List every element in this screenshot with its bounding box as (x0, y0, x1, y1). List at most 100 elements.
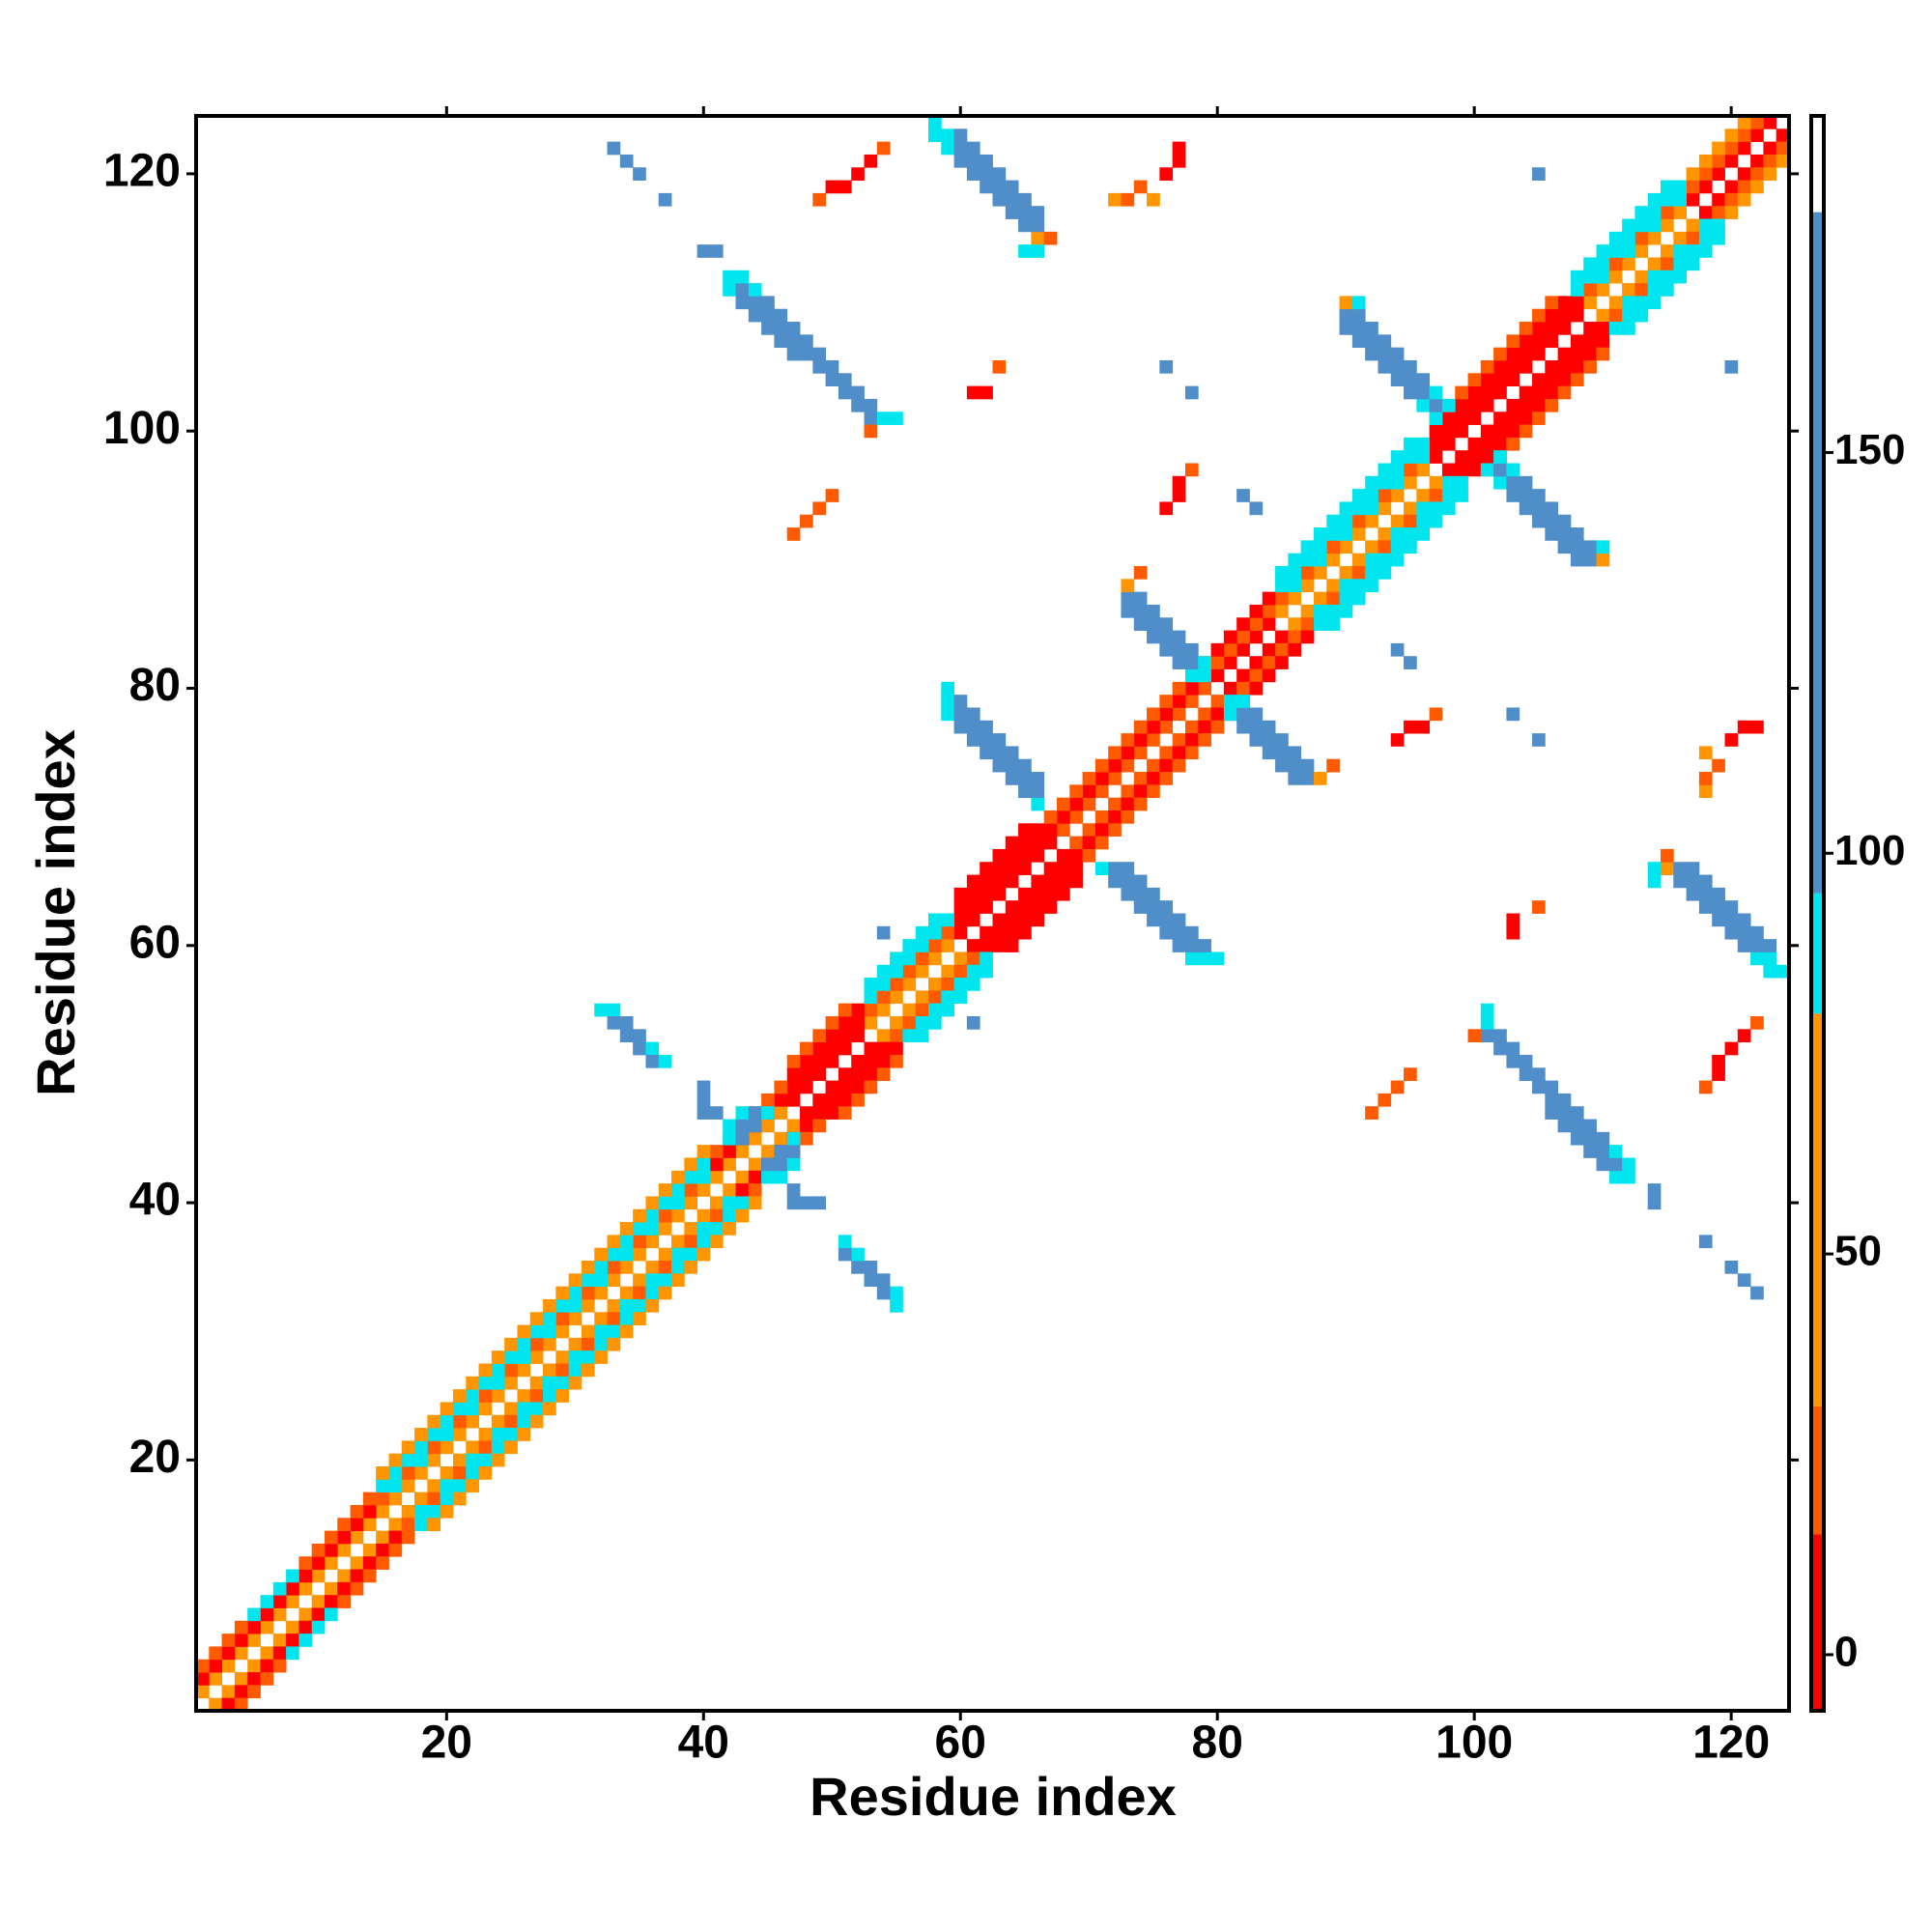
cell (633, 1235, 646, 1249)
cell (786, 1119, 801, 1133)
cell (401, 1466, 415, 1480)
cell (953, 952, 968, 966)
cell (594, 1003, 608, 1017)
cell (1147, 192, 1160, 207)
cell (1236, 720, 1250, 734)
cell (980, 939, 993, 952)
cell (1326, 617, 1340, 631)
cell (1750, 939, 1764, 952)
cell (1724, 359, 1739, 374)
cell (1069, 784, 1083, 799)
cell (1262, 591, 1276, 606)
axes: 20 40 60 80 100 120 20 40 60 80 100 120 (103, 106, 1799, 1769)
cell (478, 1376, 493, 1390)
x-tick-label: 20 (421, 1718, 472, 1769)
cell (607, 1003, 621, 1017)
cell (1313, 540, 1327, 554)
cell (1583, 540, 1597, 554)
cell (980, 167, 993, 181)
cell (1506, 424, 1520, 439)
cell (1480, 373, 1494, 387)
cell (786, 1093, 801, 1107)
cell (1108, 772, 1122, 785)
cell (1300, 540, 1315, 554)
cell (1506, 707, 1520, 722)
cell (928, 1003, 942, 1017)
cell (1570, 296, 1584, 310)
cell (452, 1428, 467, 1441)
cell (1133, 617, 1148, 631)
cell (362, 1543, 377, 1557)
cell (324, 1543, 338, 1557)
cell (941, 141, 955, 156)
cell (594, 1324, 608, 1339)
colorbar-tick-label: 50 (1834, 1228, 1882, 1275)
cell (1198, 733, 1211, 747)
cell (658, 1222, 672, 1236)
cell (1300, 630, 1315, 644)
cell (1056, 810, 1070, 824)
cell (1712, 192, 1725, 207)
cell (1493, 450, 1507, 464)
cell (1378, 566, 1392, 580)
cell (966, 733, 980, 747)
cell (786, 347, 801, 361)
cell (1005, 900, 1019, 914)
cell (1441, 398, 1456, 412)
cell (1493, 412, 1507, 425)
cell (1326, 604, 1340, 618)
cell (761, 296, 775, 310)
cell (786, 1054, 801, 1068)
cell (1365, 1106, 1378, 1120)
cell (696, 1247, 711, 1262)
cell (1018, 836, 1032, 850)
cell (1570, 347, 1584, 361)
cell (1750, 1016, 1764, 1030)
cell (800, 1119, 813, 1133)
cell (1326, 540, 1340, 554)
cell (1480, 437, 1494, 451)
cell (478, 1466, 493, 1480)
cell (388, 1492, 403, 1506)
cell (800, 514, 813, 528)
cell (1532, 167, 1546, 181)
cell (427, 1479, 441, 1493)
cell (466, 1414, 479, 1429)
cell (812, 192, 827, 207)
cell (1596, 1145, 1610, 1158)
cell (1043, 900, 1058, 914)
cell (1698, 1235, 1713, 1249)
cell (1519, 347, 1533, 361)
cell (1712, 758, 1725, 773)
cell (864, 1054, 878, 1068)
cell (1121, 758, 1135, 773)
cell (1467, 1029, 1482, 1043)
cell (864, 990, 878, 1005)
cell (1378, 359, 1392, 374)
cell (633, 167, 646, 181)
cell (1506, 437, 1520, 451)
cell (311, 1620, 326, 1634)
cell (992, 746, 1007, 760)
cell (1223, 695, 1237, 708)
cell (1493, 359, 1507, 374)
cell (1043, 823, 1058, 838)
cell (1390, 373, 1405, 387)
cell (748, 1131, 762, 1146)
cell (388, 1530, 403, 1545)
cell (1133, 733, 1148, 747)
cell (491, 1389, 505, 1403)
cell (966, 939, 980, 952)
cell (1184, 385, 1199, 400)
cell (440, 1466, 454, 1480)
x-tick-label: 120 (1692, 1718, 1770, 1769)
cell (1031, 784, 1045, 799)
cell (966, 952, 980, 966)
cell (452, 1479, 467, 1493)
cell (1493, 1029, 1507, 1043)
cell (671, 1260, 685, 1274)
cell (1390, 489, 1405, 502)
cell (1300, 617, 1315, 631)
cell (1056, 887, 1070, 901)
cell (709, 244, 724, 258)
